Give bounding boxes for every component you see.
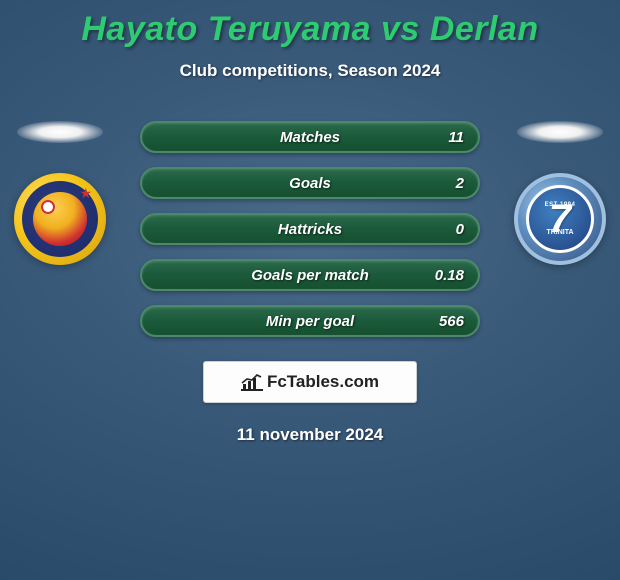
stat-bars: Matches 11 Goals 2 Hattricks 0 Goals per… [140, 121, 480, 337]
content-wrapper: Hayato Teruyama vs Derlan Club competiti… [0, 0, 620, 445]
stat-value-right: 566 [439, 313, 464, 330]
team-crest-trinita: EST 1994 7 TRINITA [514, 173, 606, 265]
page-title: Hayato Teruyama vs Derlan [81, 10, 538, 49]
stat-row-hattricks: Hattricks 0 [140, 213, 480, 245]
star-icon: ★ [79, 185, 92, 202]
stat-label: Hattricks [278, 221, 342, 238]
stat-row-matches: Matches 11 [140, 121, 480, 153]
stat-value-right: 0.18 [435, 267, 464, 284]
footer-date: 11 november 2024 [237, 425, 383, 445]
chart-icon [241, 373, 263, 391]
stat-value-right: 0 [456, 221, 464, 238]
brand-badge[interactable]: FcTables.com [203, 361, 417, 403]
stat-row-goals-per-match: Goals per match 0.18 [140, 259, 480, 291]
page-subtitle: Club competitions, Season 2024 [180, 61, 441, 81]
right-team-column: EST 1994 7 TRINITA [500, 121, 620, 265]
stat-row-min-per-goal: Min per goal 566 [140, 305, 480, 337]
highlight-halo-left [17, 121, 103, 143]
brand-text: FcTables.com [267, 372, 379, 392]
team-crest-vegalta: ★ [14, 173, 106, 265]
stat-label: Goals per match [251, 267, 369, 284]
stat-label: Matches [280, 129, 340, 146]
highlight-halo-right [517, 121, 603, 143]
stat-row-goals: Goals 2 [140, 167, 480, 199]
left-team-column: ★ [0, 121, 120, 265]
crest-ring: EST 1994 7 TRINITA [526, 185, 594, 253]
stat-label: Min per goal [266, 313, 354, 330]
stat-value-right: 2 [456, 175, 464, 192]
stat-value-right: 11 [448, 129, 464, 146]
crest-trinita-text: TRINITA [546, 229, 573, 236]
comparison-area: ★ Matches 11 Goals 2 Hattricks 0 Goals p… [0, 121, 620, 337]
stat-label: Goals [289, 175, 331, 192]
